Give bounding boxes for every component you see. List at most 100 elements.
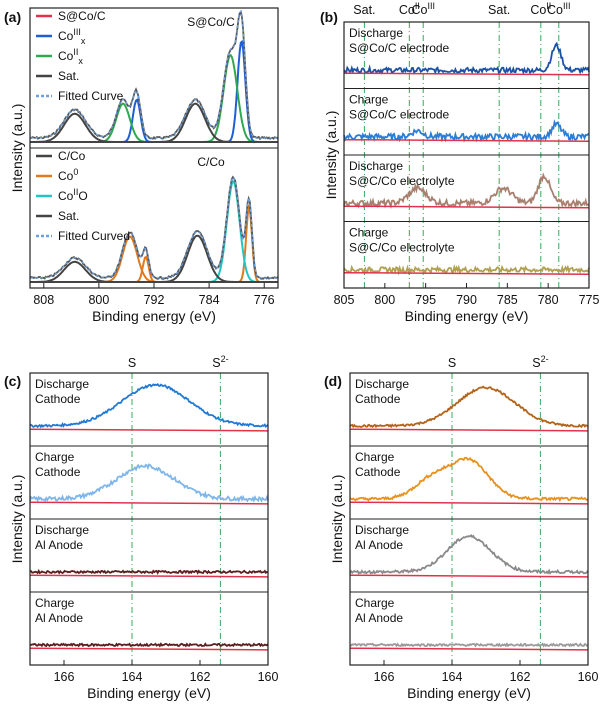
ref-label-sup: II <box>415 1 420 11</box>
x-tick-label: 792 <box>144 293 165 307</box>
x-tick-label: 162 <box>510 670 531 684</box>
spectrum-line <box>29 568 269 575</box>
background-line <box>343 271 590 275</box>
panel-label: (a) <box>4 9 21 25</box>
background-line <box>343 138 590 142</box>
x-tick-label: 160 <box>258 670 279 684</box>
x-tick-label: 166 <box>374 670 395 684</box>
legend-label-base: Co <box>58 169 74 183</box>
spectrum-line <box>349 456 589 503</box>
x-tick-label: 164 <box>442 670 463 684</box>
spectrum-line <box>29 383 269 429</box>
panel-c: S S2-DischargeCathodeChargeCathodeDischar… <box>4 354 278 701</box>
legend-label-sub: x <box>81 36 86 46</box>
subplot-label-1: Charge <box>35 450 75 464</box>
legend-label-base: Co <box>58 49 74 63</box>
legend-label-sup: 0 <box>73 167 78 177</box>
legend-label: Sat. <box>58 69 79 83</box>
panel-frame <box>349 372 589 666</box>
x-axis-label: Binding energy (eV) <box>407 685 531 701</box>
panel-d: S S2-DischargeCathodeChargeCathodeDischar… <box>324 354 598 701</box>
x-tick-label: 776 <box>254 293 275 307</box>
subplot-label-1: Discharge <box>355 377 409 391</box>
legend-label: Fitted Curve <box>58 89 124 103</box>
x-tick-label: 800 <box>374 293 395 307</box>
ref-label-base: S <box>212 356 220 370</box>
legend-label: Sat. <box>58 209 79 223</box>
subplot-label-1: Charge <box>355 450 395 464</box>
background-line <box>349 574 589 578</box>
legend-label: S@Co/C <box>58 9 106 23</box>
x-tick-label: 164 <box>122 670 143 684</box>
spectrum-line <box>349 534 589 575</box>
spectrum-line <box>349 642 589 648</box>
subplot-label-2: Cathode <box>35 465 81 479</box>
ref-label: CoII <box>530 1 551 17</box>
subplot-label-2: S@C/Co electrolyte <box>349 241 455 255</box>
legend-label: CoIIIx <box>58 27 86 46</box>
subplot-label-2: Cathode <box>355 465 401 479</box>
subplot-label-1: Discharge <box>35 523 89 537</box>
y-axis-label: Intensity (a.u.) <box>9 475 25 564</box>
ref-label: CoIII <box>547 1 571 17</box>
subplot-label-1: Charge <box>35 596 75 610</box>
panel-label: (c) <box>4 373 21 389</box>
x-tick-label: 780 <box>538 293 559 307</box>
ref-label: CoII <box>399 1 420 17</box>
y-axis-label: Intensity (a.u.) <box>9 104 25 193</box>
x-tick-label: 160 <box>578 670 599 684</box>
x-tick-label: 790 <box>456 293 477 307</box>
background-line <box>343 72 590 76</box>
legend-label-sup: II <box>73 187 78 197</box>
y-axis-label: Intensity (a.u.) <box>323 111 339 200</box>
x-tick-label: 166 <box>54 670 75 684</box>
x-tick-label: 162 <box>190 670 211 684</box>
ref-label: S2- <box>212 354 228 370</box>
ref-label-base: Co <box>530 3 546 17</box>
subplot-label-2: Al Anode <box>35 611 83 625</box>
y-axis-label: Intensity (a.u.) <box>329 475 345 564</box>
ref-label-sup: III <box>427 1 435 11</box>
subplot-label-1: Discharge <box>349 26 403 40</box>
background-line <box>29 428 269 432</box>
subplot-label-1: Charge <box>355 596 395 610</box>
legend-label-sub: x <box>78 56 83 66</box>
background-line <box>29 647 269 651</box>
x-axis-label: Binding energy (eV) <box>92 308 216 324</box>
panel-label: (d) <box>324 373 342 389</box>
ref-label-base: S <box>532 356 540 370</box>
legend-label: CoIIO <box>58 187 88 203</box>
x-tick-label: 795 <box>415 293 436 307</box>
fit-peak <box>30 235 278 283</box>
spectrum-line <box>29 463 269 503</box>
spectrum-line <box>343 118 590 143</box>
x-tick-label: 784 <box>199 293 220 307</box>
ref-label-sup: 2- <box>541 354 549 364</box>
background-line <box>349 501 589 505</box>
ref-label-base: Co <box>399 3 415 17</box>
subplot-label-2: Cathode <box>35 392 81 406</box>
background-line <box>29 574 269 578</box>
subplot-label-2: Cathode <box>355 392 401 406</box>
background-line <box>349 428 589 432</box>
subplot-label-1: Discharge <box>349 159 403 173</box>
legend-label-sup: III <box>73 27 81 37</box>
ref-label: CoIII <box>411 1 435 17</box>
subplot-title: S@Co/C <box>187 15 235 29</box>
x-tick-label: 808 <box>33 293 54 307</box>
panel-label: (b) <box>320 9 338 25</box>
x-tick-label: 800 <box>88 293 109 307</box>
